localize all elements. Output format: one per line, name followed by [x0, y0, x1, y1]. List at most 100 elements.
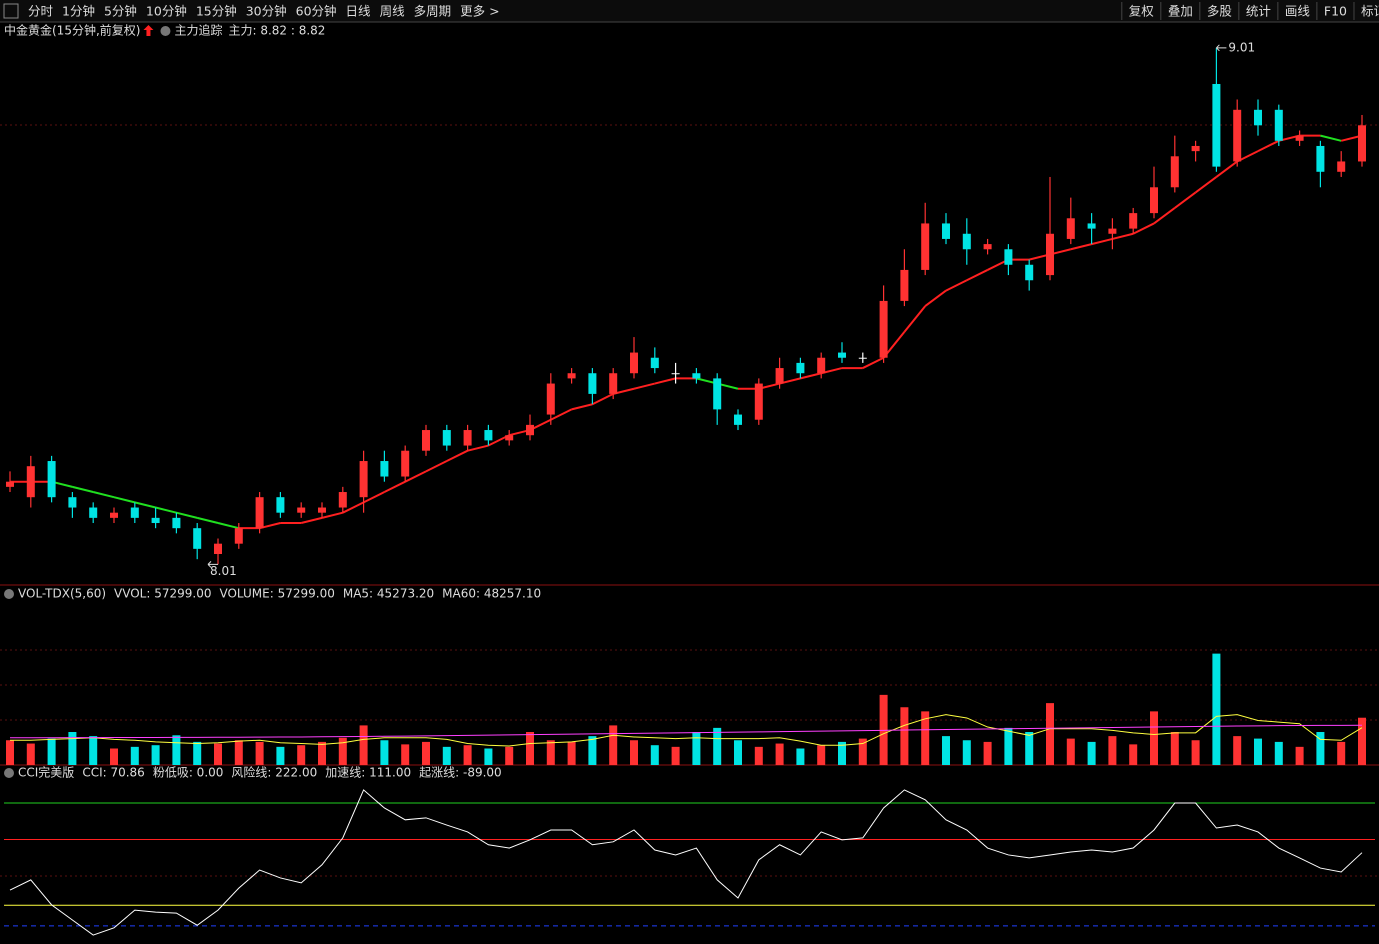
candle-body: [671, 373, 680, 375]
candle-body: [1108, 228, 1117, 234]
period-tab[interactable]: 10分钟: [146, 4, 187, 19]
collapse-icon[interactable]: [4, 589, 14, 599]
candle-body: [297, 507, 306, 513]
volume-bar: [380, 740, 389, 765]
ma-segment: [591, 392, 614, 406]
ma-segment: [321, 511, 344, 519]
period-tab[interactable]: 60分钟: [296, 4, 337, 19]
period-tab[interactable]: 周线: [380, 4, 406, 19]
candle-body: [879, 300, 888, 358]
ma-segment: [467, 444, 489, 452]
volume-bar: [1274, 741, 1283, 765]
candle-body: [318, 507, 326, 513]
volume-bar: [255, 741, 264, 765]
ma-segment: [1174, 191, 1197, 209]
menu-icon[interactable]: [3, 3, 19, 19]
volume-bar: [650, 745, 659, 765]
stock-title: 中金黄金(15分钟,前复权): [4, 23, 140, 38]
candle-body: [26, 466, 35, 498]
volume-bar: [338, 737, 347, 765]
candle-body: [1254, 109, 1262, 126]
panel-legend: 粉低吸: 0.00: [153, 766, 224, 780]
candle-body: [463, 430, 472, 446]
cci-line: [9, 789, 1363, 936]
volume-bar: [900, 707, 909, 765]
volume-bar: [1358, 717, 1366, 765]
candle-body: [630, 352, 638, 374]
volume-bar: [546, 740, 555, 765]
period-tab[interactable]: 30分钟: [246, 4, 287, 19]
ma-segment: [196, 516, 219, 524]
candle-body: [734, 414, 742, 425]
candle-body: [609, 373, 618, 394]
panel-legend: VOL-TDX(5,60): [18, 587, 106, 601]
candle-body: [68, 497, 77, 508]
period-tab[interactable]: 更多 >: [460, 4, 499, 19]
volume-bar: [609, 725, 618, 765]
ma-segment: [550, 408, 573, 421]
candle-body: [172, 517, 181, 529]
period-tab[interactable]: 多周期: [414, 4, 452, 19]
volume-bar: [1337, 741, 1346, 765]
volume-bar: [713, 727, 722, 765]
volume-bar: [817, 745, 826, 765]
candle-body: [1025, 264, 1034, 281]
ma-segment: [633, 382, 656, 390]
candle-body: [796, 362, 805, 374]
volume-bar: [1046, 703, 1054, 765]
candle-body: [1191, 145, 1200, 152]
volume-bar: [442, 746, 451, 765]
volume-bar: [318, 741, 326, 765]
candle-body: [567, 373, 576, 379]
indicator-value: 主力: 8.82 : 8.82: [228, 24, 325, 38]
tool-button[interactable]: 多股: [1207, 4, 1233, 19]
volume-bar: [567, 741, 576, 765]
indicator-name: 主力追踪: [174, 23, 222, 38]
candle-body: [1212, 83, 1221, 167]
panel-legend: VVOL: 57299.00: [114, 587, 211, 601]
candle-body: [1150, 187, 1158, 214]
ma-segment: [1153, 207, 1176, 225]
period-tab[interactable]: 1分钟: [62, 4, 95, 19]
collapse-icon[interactable]: [160, 26, 171, 36]
tool-button[interactable]: 叠加: [1168, 4, 1193, 19]
candle-body: [775, 368, 784, 384]
candle-body: [1358, 125, 1366, 162]
collapse-icon[interactable]: [4, 768, 14, 778]
candle-body: [422, 430, 430, 451]
ma-segment: [1112, 232, 1134, 240]
candle-body: [276, 497, 285, 513]
period-tab[interactable]: 5分钟: [104, 4, 137, 19]
tool-button[interactable]: 复权: [1129, 4, 1155, 19]
volume-bar: [276, 746, 285, 765]
ma-segment: [92, 491, 115, 499]
volume-bar: [734, 740, 742, 765]
tool-button[interactable]: 统计: [1246, 4, 1271, 19]
volume-bar: [6, 740, 14, 765]
candle-body: [214, 543, 222, 555]
ma-segment: [404, 470, 427, 483]
min-label: 8.01: [210, 564, 237, 578]
ma-segment: [945, 279, 968, 292]
candle-body: [1046, 233, 1054, 276]
ma-segment: [862, 356, 885, 369]
max-label: 9.01: [1228, 40, 1255, 54]
volume-bar: [422, 741, 430, 765]
period-tab[interactable]: 15分钟: [196, 4, 237, 19]
period-tab[interactable]: 日线: [346, 4, 372, 19]
candle-body: [754, 383, 763, 420]
period-tab[interactable]: 分时: [28, 4, 54, 19]
ma-segment: [446, 449, 469, 462]
panel-legend: MA5: 45273.20: [343, 587, 434, 601]
tool-button[interactable]: 画线: [1285, 4, 1311, 19]
volume-bar: [68, 732, 77, 765]
ma-segment: [800, 372, 822, 380]
tool-button[interactable]: F10: [1324, 4, 1347, 19]
candle-body: [1233, 109, 1242, 162]
volume-bar: [962, 740, 971, 765]
panel-legend: CCI完美版: [18, 765, 74, 780]
ma-segment: [571, 403, 593, 411]
up-arrow-icon: [143, 25, 154, 36]
tool-button[interactable]: 标记: [1361, 4, 1379, 19]
ma-segment: [217, 522, 240, 530]
